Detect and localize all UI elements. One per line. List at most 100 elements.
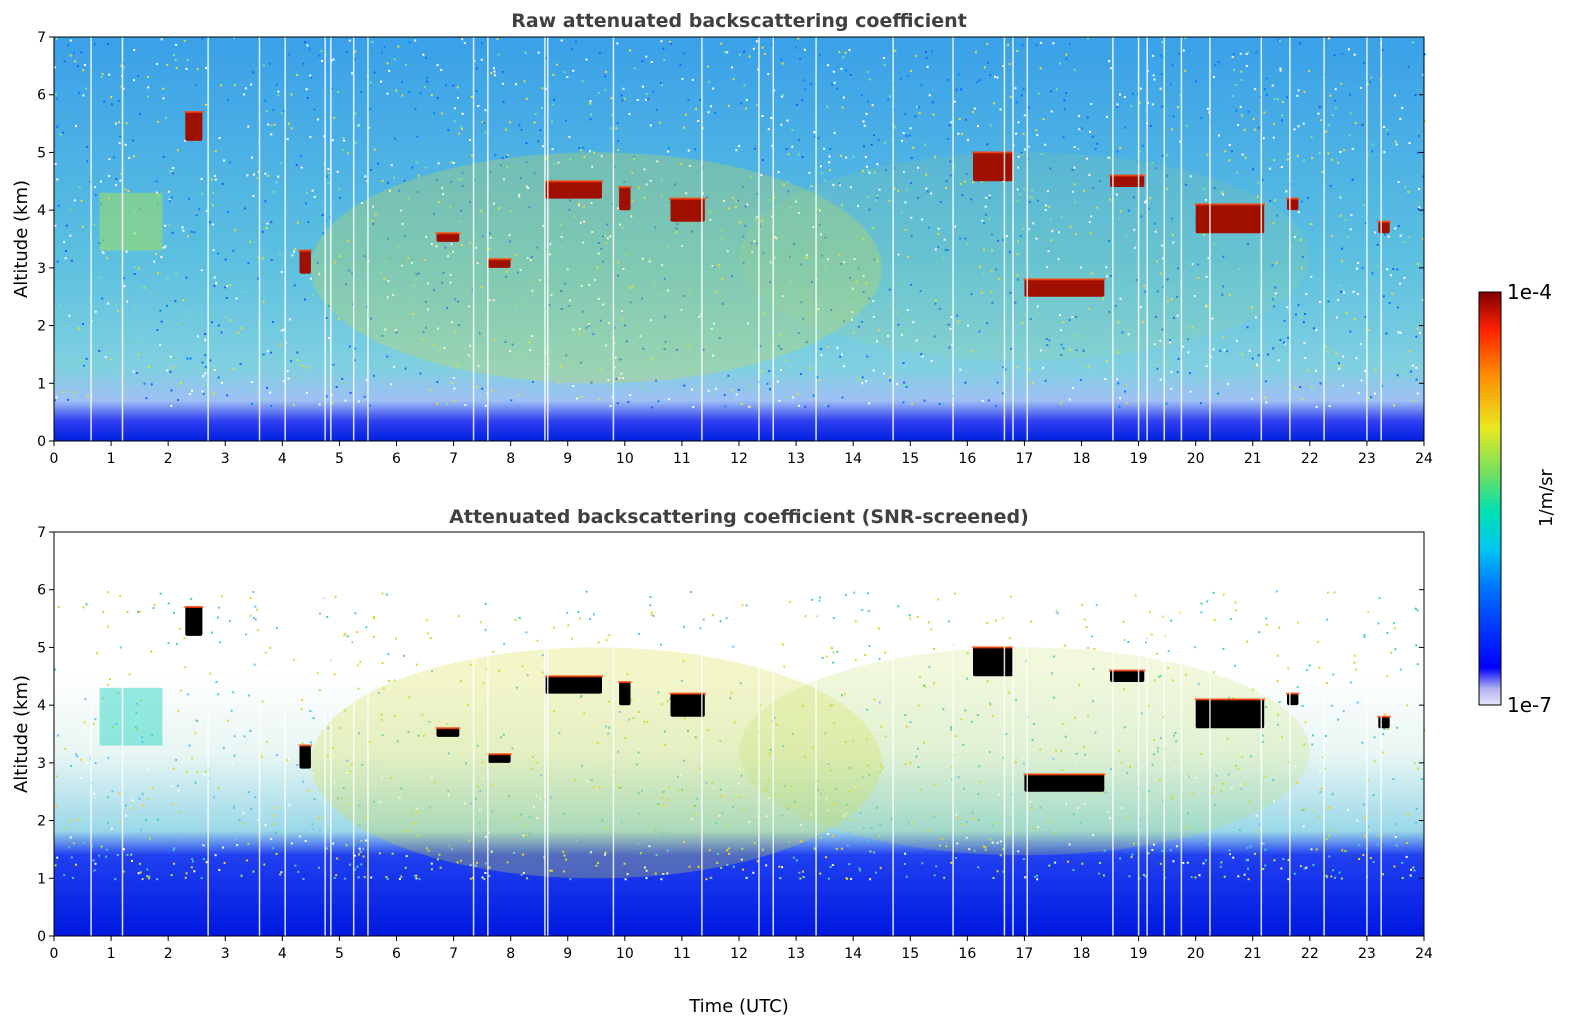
colorbar: 1e-4 1e-7 1/m/sr: [1478, 280, 1557, 717]
screened-cloud-feature: [1287, 693, 1299, 706]
raw-cloud-feature: [544, 181, 602, 199]
raw-x-tick-label: 24: [1415, 451, 1433, 467]
screened-cloud-edge: [298, 744, 312, 747]
raw-x-tick-label: 14: [844, 451, 862, 467]
raw-x-tick-label: 9: [563, 451, 572, 467]
screened-x-tick-label: 1: [107, 946, 116, 962]
screened-cloud-feature: [1378, 716, 1390, 729]
raw-cloud-feature: [487, 259, 511, 268]
screened-x-tick-label: 15: [901, 946, 919, 962]
raw-x-tick-label: 23: [1358, 451, 1376, 467]
screened-x-tick-label: 6: [392, 946, 401, 962]
screened-cloud-feature: [185, 607, 203, 636]
screened-x-tick-label: 21: [1244, 946, 1262, 962]
raw-cloud-feature: [619, 187, 631, 211]
screened-y-tick-label: 3: [37, 756, 46, 772]
raw-cloud-feature: [1024, 279, 1105, 297]
raw-x-tick-label: 15: [901, 451, 919, 467]
screened-cloud-feature: [973, 647, 1013, 677]
screened-x-tick-label: 8: [506, 946, 515, 962]
raw-x-tick-label: 21: [1244, 451, 1262, 467]
screened-cloud-edge: [543, 675, 603, 678]
raw-x-tick-label: 10: [616, 451, 634, 467]
raw-x-tick-label: 5: [335, 451, 344, 467]
screened-panel: Attenuated backscattering coefficient (S…: [11, 506, 1433, 1017]
raw-cloud-edge: [298, 249, 312, 252]
screened-cloud-feature: [1110, 670, 1145, 682]
screened-cloud-feature: [436, 728, 460, 737]
raw-panel: Raw attenuated backscattering coefficien…: [11, 10, 1433, 467]
raw-y-tick-label: 7: [37, 30, 46, 46]
raw-cloud-edge: [618, 186, 632, 189]
raw-cloud-edge: [972, 151, 1014, 154]
raw-cloud-feature: [670, 198, 705, 222]
x-axis-label: Time (UTC): [688, 996, 789, 1017]
screened-x-tick-label: 22: [1301, 946, 1319, 962]
raw-y-tick-label: 0: [37, 434, 46, 450]
screened-cloud-edge: [435, 727, 461, 730]
raw-y-tick-label: 1: [37, 376, 46, 392]
raw-cloud-edge: [1286, 197, 1300, 200]
raw-aerosol-layer: [99, 192, 163, 251]
screened-x-tick-label: 19: [1130, 946, 1148, 962]
screened-x-tick-label: 23: [1358, 946, 1376, 962]
raw-cloud-edge: [669, 197, 706, 200]
raw-y-tick-label: 6: [37, 88, 46, 104]
raw-x-tick-label: 13: [787, 451, 805, 467]
raw-cloud-feature: [436, 233, 460, 242]
screened-cloud-edge: [669, 692, 706, 695]
raw-cloud-feature: [185, 112, 203, 141]
raw-cloud-feature: [1195, 204, 1265, 234]
screened-x-tick-label: 5: [335, 946, 344, 962]
raw-x-tick-label: 2: [164, 451, 173, 467]
raw-cloud-feature: [973, 152, 1013, 182]
screened-cloud-edge: [1286, 692, 1300, 695]
screened-aerosol-layer: [99, 687, 163, 746]
screened-x-tick-label: 0: [50, 946, 59, 962]
screened-plot-area: 0 1 2 3 4 5 6 7 8 9 10 11 12 13 14 15 16 17 18 19 20 21 22 23 24…: [37, 525, 1433, 962]
raw-cloud-feature: [1287, 198, 1299, 211]
screened-y-tick-label: 5: [37, 640, 46, 656]
raw-cloud-edge: [1377, 220, 1391, 223]
raw-cloud-feature: [1110, 175, 1145, 187]
raw-x-tick-label: 22: [1301, 451, 1319, 467]
raw-x-tick-label: 1: [107, 451, 116, 467]
raw-cloud-feature: [1378, 221, 1390, 234]
screened-cloud-edge: [1023, 773, 1106, 776]
screened-cloud-edge: [972, 646, 1014, 649]
raw-noise-speckle: [54, 37, 1426, 409]
screened-cloud-edge: [1377, 715, 1391, 718]
raw-y-tick-label: 3: [37, 261, 46, 277]
screened-x-tick-label: 7: [449, 946, 458, 962]
raw-y-tick-label: 2: [37, 319, 46, 335]
raw-cloud-edge: [1023, 278, 1106, 281]
screened-x-ticks: 0 1 2 3 4 5 6 7 8 9 10 11 12 13 14 15 16 17 18 19 20 21 22 23 24: [50, 936, 1433, 962]
screened-cloud-feature: [1195, 699, 1265, 729]
raw-x-tick-label: 6: [392, 451, 401, 467]
screened-x-tick-label: 14: [844, 946, 862, 962]
screened-panel-title: Attenuated backscattering coefficient (S…: [449, 506, 1029, 528]
raw-cloud-edge: [435, 232, 461, 235]
raw-cloud-feature: [299, 250, 311, 274]
screened-cloud-edge: [1194, 698, 1266, 701]
raw-x-tick-label: 4: [278, 451, 287, 467]
raw-x-ticks: 0 1 2 3 4 5 6 7 8 9 10 11 12 13 14 15 16 17 18 19 20 21 22 23 24: [50, 441, 1433, 467]
screened-x-tick-label: 10: [616, 946, 634, 962]
raw-cloud-edge: [486, 258, 512, 261]
screened-x-tick-label: 12: [730, 946, 748, 962]
raw-x-tick-label: 11: [673, 451, 691, 467]
raw-x-tick-label: 18: [1073, 451, 1091, 467]
raw-y-tick-label: 4: [37, 203, 46, 219]
screened-x-tick-label: 9: [563, 946, 572, 962]
raw-x-tick-label: 12: [730, 451, 748, 467]
screened-haze-region: [310, 647, 882, 879]
screened-x-tick-label: 20: [1187, 946, 1205, 962]
raw-cloud-edge: [1194, 203, 1266, 206]
raw-x-tick-label: 7: [449, 451, 458, 467]
screened-y-axis-label: Altitude (km): [11, 675, 32, 793]
raw-y-axis-label: Altitude (km): [11, 180, 32, 298]
screened-x-tick-label: 3: [221, 946, 230, 962]
raw-cloud-edge: [184, 111, 204, 113]
raw-panel-title: Raw attenuated backscattering coefficien…: [511, 10, 967, 32]
